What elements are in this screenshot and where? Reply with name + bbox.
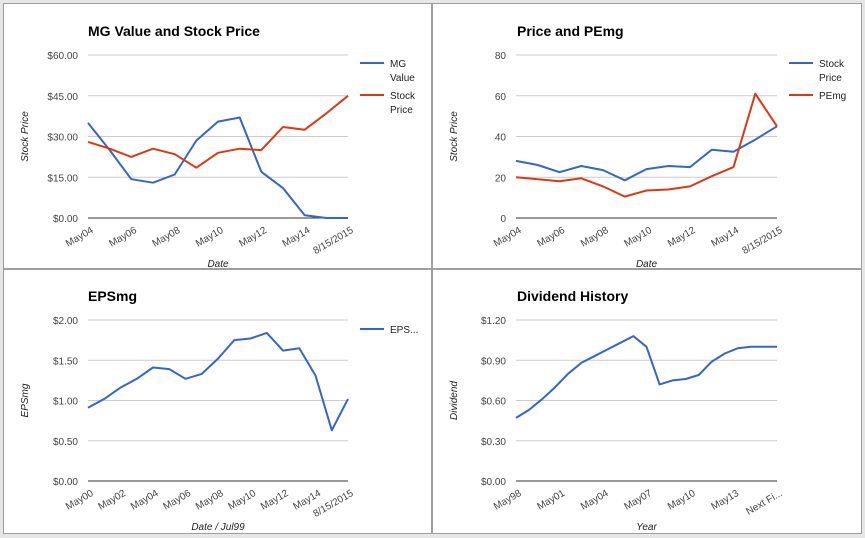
y-tick-label: 80 bbox=[495, 51, 507, 62]
y-tick-label: $0.90 bbox=[481, 356, 506, 367]
y-tick-label: $1.50 bbox=[53, 356, 78, 367]
legend-label: Value bbox=[390, 73, 415, 84]
y-axis-label: Dividend bbox=[449, 381, 460, 420]
legend-label: Stock bbox=[819, 59, 845, 70]
x-tick-label: 8/15/2015 bbox=[311, 225, 355, 257]
x-tick-label: May14 bbox=[710, 225, 742, 250]
y-axis-label: EPSmg bbox=[20, 383, 31, 417]
y-tick-label: $0.00 bbox=[53, 214, 78, 225]
x-tick-label: May13 bbox=[710, 488, 742, 513]
chart-title: EPSmg bbox=[88, 288, 137, 304]
chart-title: Price and PEmg bbox=[517, 23, 624, 39]
y-tick-label: $1.20 bbox=[481, 316, 506, 327]
series-line-stock-price bbox=[515, 125, 778, 182]
x-tick-label: May10 bbox=[666, 488, 698, 513]
x-tick-label: May06 bbox=[162, 488, 194, 513]
x-tick-label: May06 bbox=[107, 225, 139, 250]
y-tick-label: 60 bbox=[495, 92, 507, 103]
legend-label: MG bbox=[390, 59, 406, 70]
x-tick-label: May01 bbox=[536, 488, 568, 513]
chart-panel-epsmg: EPSmg $0.00 $0.50 $1.00 $1.50 $2.00 EPSmg May00… bbox=[3, 269, 432, 534]
x-tick-label: May07 bbox=[623, 488, 655, 513]
y-tick-label: 0 bbox=[500, 214, 506, 225]
x-tick-label: May10 bbox=[227, 488, 259, 513]
chart-price-pemg: Price and PEmg 0 20 40 60 80 Stock Price May04 M… bbox=[449, 23, 846, 269]
x-tick-label: May10 bbox=[194, 225, 226, 250]
x-tick-label: May04 bbox=[492, 225, 524, 250]
x-tick-label: May06 bbox=[536, 225, 568, 250]
x-axis-label: Date / Jul99 bbox=[191, 522, 245, 533]
y-tick-label: $15.00 bbox=[47, 173, 78, 184]
x-tick-label: May14 bbox=[281, 225, 313, 250]
x-tick-label: Next Fi... bbox=[744, 488, 784, 518]
x-tick-label: May08 bbox=[151, 225, 183, 250]
chart-epsmg: EPSmg $0.00 $0.50 $1.00 $1.50 $2.00 EPSmg May00… bbox=[20, 288, 418, 533]
x-tick-label: May12 bbox=[666, 225, 698, 250]
x-tick-label: May00 bbox=[64, 488, 96, 513]
x-axis-label: Year bbox=[636, 522, 657, 533]
y-tick-label: $2.00 bbox=[53, 316, 78, 327]
x-tick-label: 8/15/2015 bbox=[740, 225, 784, 257]
x-tick-label: May10 bbox=[623, 225, 655, 250]
x-tick-label: May08 bbox=[194, 488, 226, 513]
chart-title: MG Value and Stock Price bbox=[88, 23, 260, 39]
series-line-pemg bbox=[515, 92, 778, 198]
series-line-mg-value bbox=[87, 116, 348, 219]
x-tick-label: May08 bbox=[579, 225, 611, 250]
y-axis-label: Stock Price bbox=[20, 111, 31, 162]
series-line-stock-price bbox=[87, 95, 349, 169]
y-tick-label: $1.00 bbox=[53, 397, 78, 408]
y-tick-label: $0.00 bbox=[53, 477, 78, 488]
y-tick-label: $0.50 bbox=[53, 437, 78, 448]
x-axis-label: Date bbox=[636, 259, 658, 269]
chart-title: Dividend History bbox=[517, 288, 628, 304]
x-tick-label: May12 bbox=[259, 488, 291, 513]
legend-label: EPS... bbox=[390, 325, 418, 336]
x-tick-label: May04 bbox=[579, 488, 611, 513]
chart-mg-value: MG Value and Stock Price $0.00 $15.00 $30.0… bbox=[20, 23, 416, 269]
series-line-values bbox=[515, 335, 777, 419]
x-tick-label: May04 bbox=[129, 488, 161, 513]
legend-label: Price bbox=[819, 73, 842, 84]
x-tick-label: May04 bbox=[64, 225, 96, 250]
legend-label: PEmg bbox=[819, 91, 846, 102]
x-tick-label: May02 bbox=[97, 488, 129, 513]
series-line-eps bbox=[87, 331, 349, 432]
y-tick-label: $0.00 bbox=[481, 477, 506, 488]
chart-panel-mg-value: MG Value and Stock Price $0.00 $15.00 $30.0… bbox=[3, 3, 432, 269]
chart-dividend-history: Dividend History $0.00 $0.30 $0.60 $0.90 $1.2… bbox=[449, 288, 785, 533]
x-axis-label: Date bbox=[207, 259, 229, 269]
chart-panel-price-pemg: Price and PEmg 0 20 40 60 80 Stock Price May04 M… bbox=[432, 3, 862, 269]
x-tick-label: May12 bbox=[237, 225, 269, 250]
x-tick-label: May98 bbox=[492, 488, 524, 513]
y-tick-label: 20 bbox=[495, 173, 507, 184]
y-tick-label: 40 bbox=[495, 133, 507, 144]
y-tick-label: $0.60 bbox=[481, 397, 506, 408]
y-tick-label: $30.00 bbox=[47, 133, 78, 144]
y-tick-label: $0.30 bbox=[481, 437, 506, 448]
y-tick-label: $60.00 bbox=[47, 51, 78, 62]
y-axis-label: Stock Price bbox=[449, 111, 460, 162]
legend-label: Stock bbox=[390, 91, 416, 102]
legend-label: Price bbox=[390, 105, 413, 116]
y-tick-label: $45.00 bbox=[47, 92, 78, 103]
chart-panel-dividend-history: Dividend History $0.00 $0.30 $0.60 $0.90 $1.2… bbox=[432, 269, 862, 534]
